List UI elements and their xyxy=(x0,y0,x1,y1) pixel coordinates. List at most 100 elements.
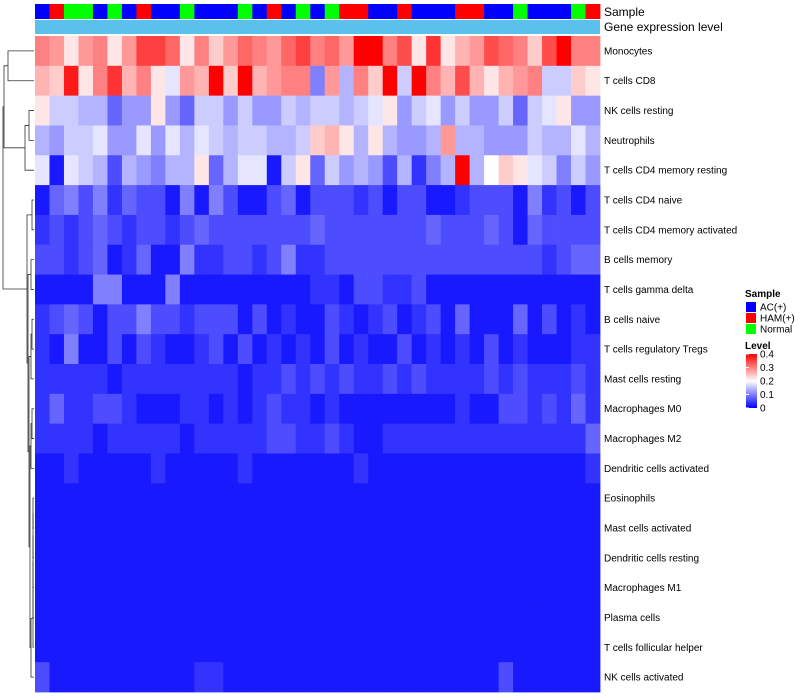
heatmap-cell xyxy=(571,364,586,395)
heatmap-cell xyxy=(165,244,181,275)
heatmap-cell xyxy=(527,423,543,454)
heatmap-cell xyxy=(484,95,499,126)
legend-swatch xyxy=(746,313,756,323)
heatmap-cell xyxy=(35,483,50,514)
heatmap-cell xyxy=(382,125,398,156)
heatmap-cell xyxy=(324,155,340,186)
sample-annotation-cell xyxy=(194,4,210,19)
heatmap-cell xyxy=(78,125,94,156)
heatmap-cell xyxy=(513,393,528,425)
heatmap-cell xyxy=(440,125,456,156)
heatmap-cell xyxy=(107,244,123,275)
heatmap-cell xyxy=(92,453,108,484)
row-label: T cells regulatory Tregs xyxy=(604,345,708,356)
heatmap-cell xyxy=(382,602,398,633)
heatmap-cell xyxy=(440,513,456,544)
heatmap-cell xyxy=(281,65,297,97)
heatmap-cell xyxy=(266,423,282,454)
heatmap-cell xyxy=(339,214,355,246)
heatmap-cell xyxy=(223,542,239,574)
heatmap-cell xyxy=(136,542,152,574)
heatmap-cell xyxy=(295,214,311,246)
heatmap-cell xyxy=(498,572,514,603)
sample-annotation-cell xyxy=(63,4,79,19)
heatmap-cell xyxy=(208,423,224,454)
heatmap-cell xyxy=(136,65,152,97)
heatmap-cell xyxy=(35,244,50,275)
heatmap-cell xyxy=(49,334,65,365)
heatmap-cell xyxy=(49,393,65,425)
heatmap-cell xyxy=(136,244,152,275)
heatmap-cell xyxy=(498,274,514,305)
row-label: NK cells activated xyxy=(604,673,683,684)
heatmap-cell xyxy=(78,214,94,246)
heatmap-cell xyxy=(266,632,282,663)
heatmap-cell xyxy=(397,513,413,544)
heatmap-cell xyxy=(310,185,326,216)
heatmap-cell xyxy=(136,125,152,156)
heatmap-cell xyxy=(542,602,557,633)
heatmap-cell xyxy=(426,125,442,156)
heatmap-cell xyxy=(411,364,427,395)
heatmap-cell xyxy=(426,483,442,514)
heatmap-cell xyxy=(165,95,181,126)
heatmap-cell xyxy=(455,95,471,126)
heatmap-cell xyxy=(49,632,65,663)
row-label: B cells naive xyxy=(604,315,661,326)
heatmap-cell xyxy=(498,542,514,574)
heatmap-cell xyxy=(49,304,65,335)
heatmap-cell xyxy=(455,602,471,633)
heatmap-cell xyxy=(397,95,413,126)
sample-annotation-label: Sample xyxy=(604,5,645,19)
heatmap-cell xyxy=(368,632,384,663)
heatmap-cell xyxy=(237,483,253,514)
heatmap-cell xyxy=(223,334,239,365)
sample-annotation-cell xyxy=(469,4,485,19)
sample-annotation-cell xyxy=(208,4,224,19)
heatmap-cell xyxy=(397,36,413,67)
heatmap-cell xyxy=(324,572,340,603)
heatmap-cell xyxy=(179,602,195,633)
heatmap-cell xyxy=(585,95,601,126)
heatmap-cell xyxy=(353,662,369,693)
heatmap-cell xyxy=(353,572,369,603)
heatmap-cell xyxy=(35,65,50,97)
heatmap-cell xyxy=(35,662,50,693)
heatmap-cell xyxy=(78,364,94,395)
heatmap-cell xyxy=(237,662,253,693)
heatmap-cell xyxy=(324,483,340,514)
heatmap-cell xyxy=(368,364,384,395)
heatmap-cell xyxy=(165,185,181,216)
sample-annotation-cell xyxy=(585,4,601,19)
heatmap-cell xyxy=(339,483,355,514)
heatmap-cell xyxy=(324,334,340,365)
sample-annotation-cell xyxy=(571,4,586,19)
heatmap-cell xyxy=(498,65,514,97)
heatmap-cell xyxy=(121,632,137,663)
heatmap-cell xyxy=(92,155,108,186)
heatmap-cell xyxy=(469,214,485,246)
heatmap-cell xyxy=(382,244,398,275)
heatmap-cell xyxy=(469,274,485,305)
heatmap-cell xyxy=(237,125,253,156)
heatmap-cell xyxy=(208,513,224,544)
heatmap-cell xyxy=(78,513,94,544)
row-label: Eosinophils xyxy=(604,494,655,505)
heatmap-cell xyxy=(92,244,108,275)
heatmap-cell xyxy=(324,36,340,67)
heatmap-cell xyxy=(484,244,499,275)
heatmap-cell xyxy=(440,95,456,126)
heatmap-cell xyxy=(382,513,398,544)
heatmap-cell xyxy=(484,513,499,544)
heatmap-cell xyxy=(121,125,137,156)
heatmap-cell xyxy=(484,304,499,335)
heatmap-cell xyxy=(121,542,137,574)
row-label: Dendritic cells activated xyxy=(604,464,709,475)
heatmap-cell xyxy=(223,244,239,275)
heatmap-cell xyxy=(121,483,137,514)
heatmap-cell xyxy=(208,244,224,275)
heatmap-cell xyxy=(310,632,326,663)
heatmap-cell xyxy=(440,334,456,365)
heatmap-cell xyxy=(469,602,485,633)
heatmap-cell xyxy=(35,304,50,335)
